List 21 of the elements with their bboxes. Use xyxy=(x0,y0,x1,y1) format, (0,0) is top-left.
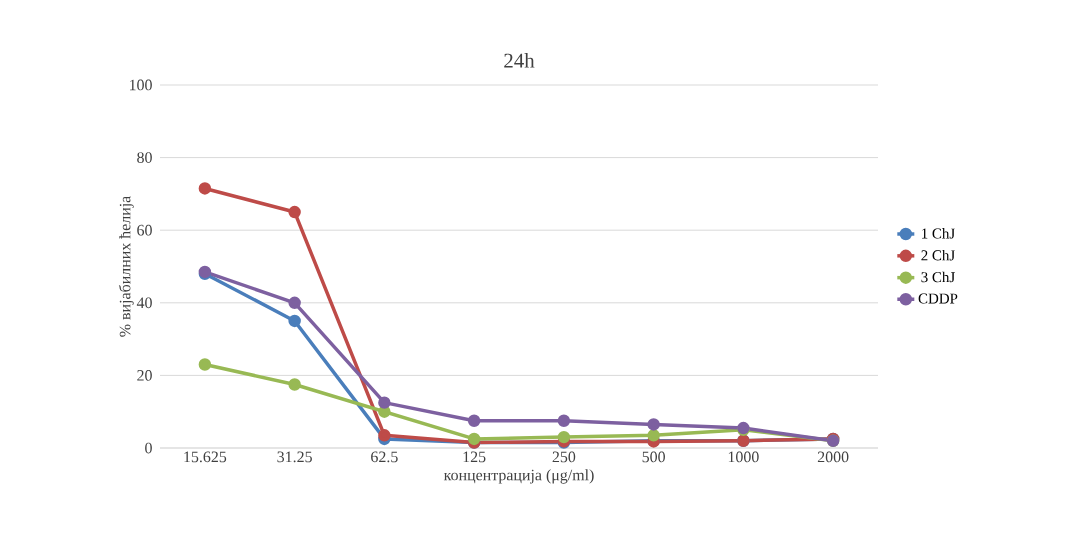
y-tick-label: 20 xyxy=(137,370,152,381)
legend-label: CDDP xyxy=(918,293,958,304)
x-tick-label: 1000 xyxy=(728,451,759,463)
chart-title: 24h xyxy=(504,53,535,68)
x-tick-label: 250 xyxy=(552,451,576,463)
legend-label: 2 ChJ xyxy=(921,249,955,261)
y-tick-label: 80 xyxy=(137,152,152,163)
y-tick-label: 40 xyxy=(136,297,152,309)
legend-label: 1 ChJ xyxy=(922,228,955,239)
x-tick-label: 31.25 xyxy=(277,451,312,463)
x-tick-label: 2000 xyxy=(817,451,849,463)
x-tick-label: 500 xyxy=(642,451,665,463)
x-tick-label: 62.5 xyxy=(371,451,398,463)
legend-label: 3 ChJ xyxy=(921,271,955,283)
x-tick-label: 125 xyxy=(463,451,486,463)
x-tick-label: 15.625 xyxy=(184,451,227,463)
y-axis-title: % вијабилних ћелија xyxy=(118,196,134,337)
y-tick-label: 0 xyxy=(145,442,152,454)
x-axis-title: концентрација (μg/ml) xyxy=(443,469,594,484)
y-tick-label: 100 xyxy=(129,79,152,91)
y-tick-label: 60 xyxy=(137,224,152,236)
